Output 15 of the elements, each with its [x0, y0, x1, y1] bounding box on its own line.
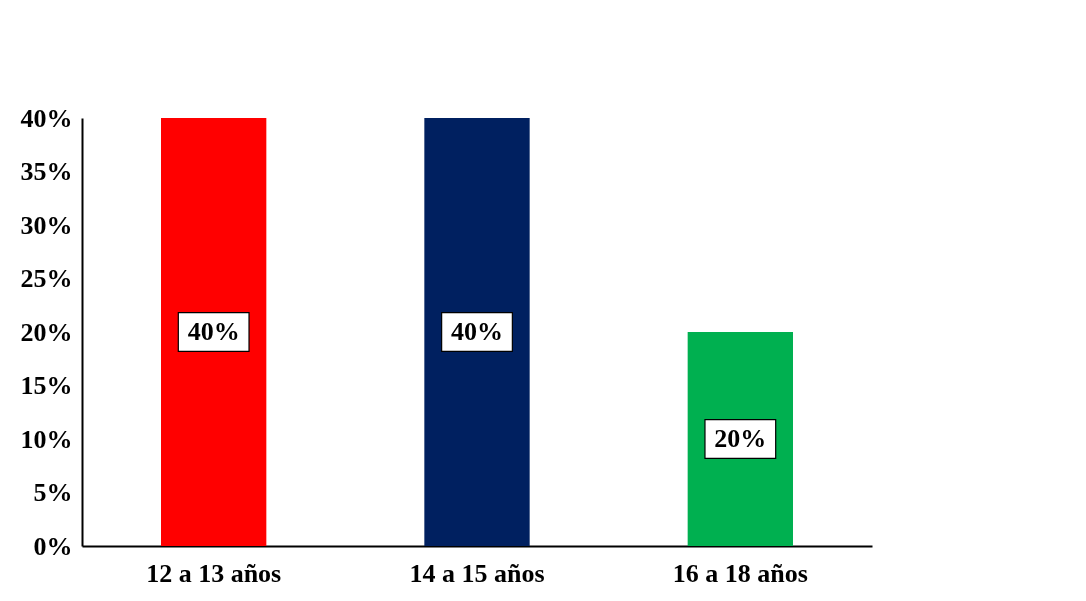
y-tick-label: 30% [20, 210, 73, 240]
y-tick-label: 35% [20, 157, 73, 186]
data-label: 20% [714, 424, 767, 453]
data-label: 40% [451, 317, 503, 346]
y-tick-label: 40% [20, 103, 73, 133]
data-label: 40% [187, 317, 240, 346]
x-tick-label: 12 a 13 años [146, 558, 282, 588]
y-tick-label: 25% [20, 264, 73, 293]
y-tick-label: 15% [20, 371, 73, 400]
y-tick-label: 10% [20, 424, 73, 454]
x-tick-label: 16 a 18 años [672, 558, 808, 588]
x-tick-label: 14 a 15 años [409, 558, 545, 588]
y-tick-label: 0% [33, 531, 73, 561]
y-tick-label: 20% [20, 317, 73, 347]
y-tick-label: 5% [33, 478, 73, 507]
